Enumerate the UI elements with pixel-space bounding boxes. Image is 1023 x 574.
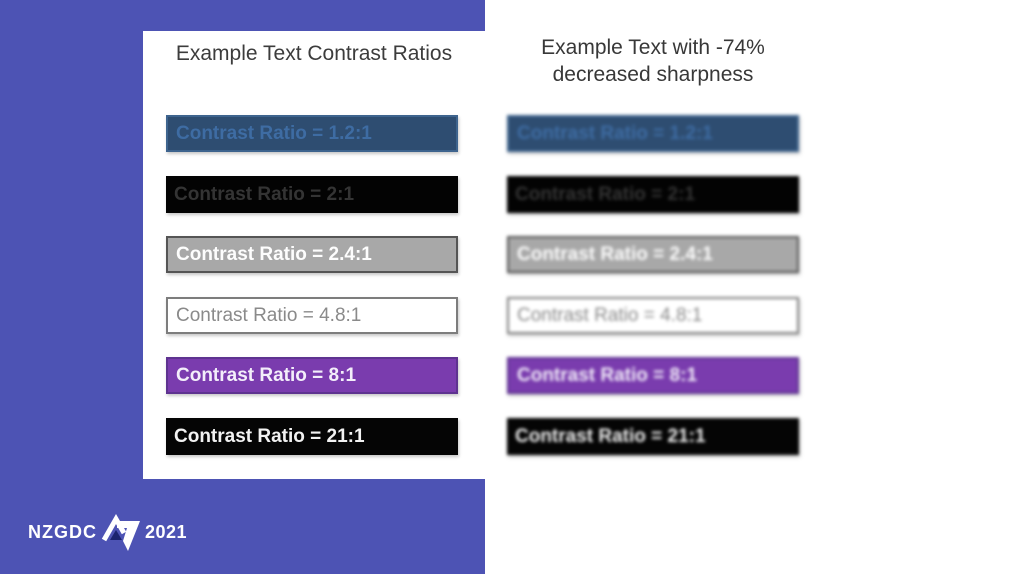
contrast-box-2-sharp: Contrast Ratio = 2:1 (166, 176, 458, 213)
contrast-box-21-sharp: Contrast Ratio = 21:1 (166, 418, 458, 455)
right-panel-title-line1: Example Text with -74% (541, 36, 765, 59)
right-panel-title-line2: decreased sharpness (552, 63, 754, 86)
contrast-box-label: Contrast Ratio = 1.2:1 (517, 122, 713, 144)
right-panel-title: Example Text with -74% decreased sharpne… (497, 34, 809, 88)
contrast-box-8-blurred: Contrast Ratio = 8:1 (507, 357, 799, 394)
contrast-box-label: Contrast Ratio = 2:1 (174, 183, 355, 205)
contrast-box-4-8-sharp: Contrast Ratio = 4.8:1 (166, 297, 458, 334)
contrast-box-2-blurred: Contrast Ratio = 2:1 (507, 176, 799, 213)
contrast-box-8-sharp: Contrast Ratio = 8:1 (166, 357, 458, 394)
contrast-box-label: Contrast Ratio = 2:1 (515, 183, 696, 205)
contrast-box-label: Contrast Ratio = 21:1 (174, 425, 365, 447)
contrast-box-label: Contrast Ratio = 8:1 (176, 364, 357, 386)
contrast-box-2-4-blurred: Contrast Ratio = 2.4:1 (507, 236, 799, 273)
contrast-box-label: Contrast Ratio = 2.4:1 (517, 243, 713, 265)
contrast-box-label: Contrast Ratio = 1.2:1 (176, 122, 372, 144)
contrast-box-label: Contrast Ratio = 4.8:1 (176, 304, 362, 326)
contrast-box-label: Contrast Ratio = 8:1 (517, 364, 698, 386)
contrast-box-4-8-blurred: Contrast Ratio = 4.8:1 (507, 297, 799, 334)
contrast-box-1-2-blurred: Contrast Ratio = 1.2:1 (507, 115, 799, 152)
contrast-box-label: Contrast Ratio = 2.4:1 (176, 243, 372, 265)
nzgdc-brand-text: NZGDC (28, 521, 97, 542)
nzgdc-zigzag-icon (101, 513, 140, 551)
contrast-box-label: Contrast Ratio = 4.8:1 (517, 304, 703, 326)
nzgdc-logo: NZGDC 2021 (28, 512, 187, 552)
contrast-box-1-2-sharp: Contrast Ratio = 1.2:1 (166, 115, 458, 152)
contrast-box-21-blurred: Contrast Ratio = 21:1 (507, 418, 799, 455)
left-panel-title: Example Text Contrast Ratios (175, 42, 453, 65)
nzgdc-year-text: 2021 (145, 521, 188, 542)
contrast-box-label: Contrast Ratio = 21:1 (515, 425, 706, 447)
contrast-box-2-4-sharp: Contrast Ratio = 2.4:1 (166, 236, 458, 273)
